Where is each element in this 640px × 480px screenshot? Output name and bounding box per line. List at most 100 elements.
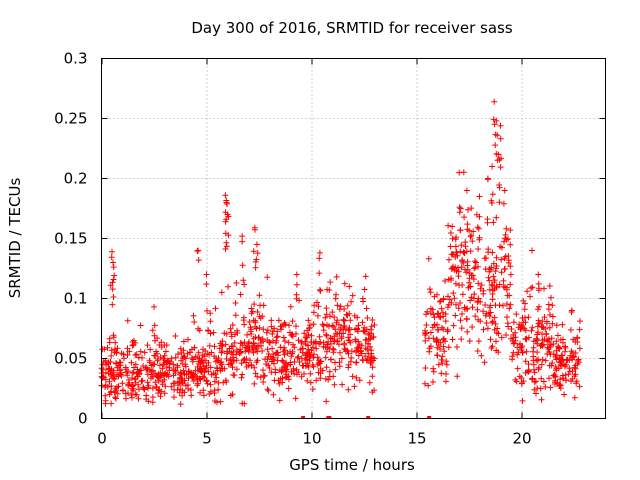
data-point [469, 238, 476, 245]
data-point [273, 334, 280, 341]
data-point [245, 340, 252, 347]
data-point [474, 348, 481, 354]
data-point [453, 301, 459, 308]
data-point [471, 258, 478, 265]
data-point [485, 274, 492, 281]
data-point [276, 380, 283, 387]
data-point [224, 348, 231, 355]
data-point [152, 337, 158, 344]
data-point [500, 200, 507, 207]
data-point [524, 288, 531, 295]
data-point [361, 286, 368, 293]
data-point [546, 283, 553, 289]
data-point [337, 303, 344, 310]
data-point [458, 325, 465, 332]
data-point [364, 315, 371, 321]
data-point [132, 352, 139, 358]
data-point [522, 369, 529, 376]
data-point [548, 335, 555, 342]
data-point [231, 339, 238, 346]
data-point [247, 357, 253, 364]
data-point [486, 277, 493, 284]
data-point [284, 350, 291, 357]
x-tick-labels: 0 5 10 15 20 [97, 430, 531, 448]
data-point [112, 339, 119, 346]
data-point [308, 339, 315, 346]
data-point [461, 250, 468, 256]
data-point [161, 376, 168, 383]
data-point [459, 311, 465, 317]
data-point [574, 334, 581, 341]
data-point [474, 224, 481, 231]
data-point [338, 335, 345, 342]
data-point [493, 338, 499, 345]
data-point [503, 332, 509, 338]
data-point [147, 346, 154, 353]
data-point [238, 374, 245, 381]
data-point [560, 336, 566, 343]
data-point [484, 325, 491, 332]
data-point [207, 330, 214, 337]
y-tick-label: 0.15 [54, 230, 87, 248]
data-point [566, 365, 573, 372]
data-point [228, 360, 235, 367]
data-point [471, 265, 478, 272]
x-tick-label: 15 [407, 430, 426, 448]
data-point [456, 282, 463, 289]
data-point [491, 121, 498, 128]
data-point [539, 342, 546, 349]
data-point [289, 348, 296, 355]
data-point [310, 363, 317, 370]
data-point [476, 236, 483, 243]
data-point [327, 335, 334, 341]
data-point [129, 339, 136, 345]
data-point [437, 314, 444, 321]
data-point [196, 375, 203, 382]
data-point [182, 355, 189, 362]
data-point [438, 370, 445, 377]
data-point [267, 339, 273, 346]
data-point [434, 352, 441, 359]
data-point [252, 226, 258, 233]
data-point [277, 344, 284, 351]
data-point [291, 370, 298, 377]
data-point [102, 376, 109, 383]
data-point [292, 395, 299, 402]
data-point [149, 327, 156, 334]
data-point [489, 282, 496, 289]
data-point [116, 371, 123, 378]
data-point [323, 332, 330, 339]
data-point [200, 373, 206, 380]
data-point [438, 305, 445, 312]
data-point [496, 281, 503, 288]
data-point [504, 320, 511, 327]
data-point [254, 250, 261, 257]
data-point [429, 306, 436, 313]
data-point [334, 317, 341, 324]
data-point [177, 401, 184, 408]
data-point [362, 273, 369, 280]
data-point [529, 324, 536, 331]
data-point [171, 394, 177, 401]
data-point [306, 322, 313, 329]
data-point [442, 378, 449, 385]
data-point [538, 324, 545, 330]
data-point [211, 390, 218, 397]
data-point [290, 365, 297, 372]
data-point [153, 383, 160, 390]
data-point [195, 380, 201, 387]
data-point [345, 350, 352, 357]
data-point [575, 356, 582, 363]
data-point [212, 371, 219, 378]
data-point [506, 292, 513, 299]
data-point [152, 379, 159, 386]
data-point [270, 351, 277, 358]
data-point [561, 363, 568, 370]
data-point [333, 291, 339, 298]
data-point [291, 358, 298, 365]
data-point [356, 341, 363, 348]
data-point [275, 317, 282, 324]
data-point [108, 371, 114, 378]
data-point [200, 363, 207, 370]
data-point [434, 310, 441, 317]
